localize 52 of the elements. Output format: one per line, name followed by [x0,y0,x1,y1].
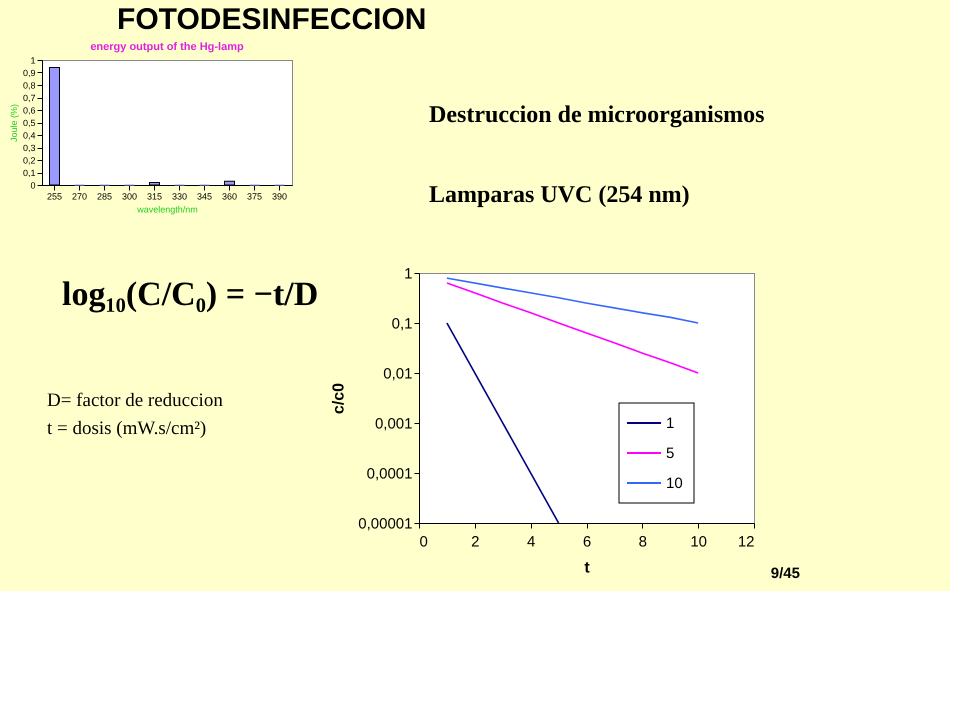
y-tick-label: 0 [30,180,36,190]
y-tick-label: 0,1 [392,316,412,332]
x-tick-label: 10 [690,534,708,550]
y-axis-title: Joule (%) [8,104,19,142]
chart-title: energy output of the Hg-lamp [90,41,244,53]
y-tick-label: 0,0001 [366,466,412,482]
text: D= factor de reduccion [47,390,224,411]
y-tick-label: 0,9 [22,68,36,78]
text: 9/45 [770,565,800,582]
x-tick-label: 360 [222,192,238,202]
x-tick-label: 270 [72,192,88,202]
x-tick-label: 300 [122,192,138,202]
y-tick-label: 0,6 [22,106,36,116]
x-tick-label: 375 [246,192,262,202]
x-axis-title: wavelength/nm [136,204,198,214]
x-tick-label: 8 [638,534,648,550]
y-tick-label: 0,7 [22,93,36,103]
x-tick-label: 390 [272,192,288,202]
y-tick-label: 0,2 [22,156,36,166]
y-tick-label: 0,8 [22,80,36,90]
x-tick-label: 6 [582,534,592,550]
x-tick-label: 315 [146,192,162,202]
text: t = dosis (mW.s/cm²) [47,418,206,439]
text: FOTODESINFECCION [117,3,426,36]
y-tick-label: 1 [404,266,412,282]
x-tick-label: 2 [471,534,480,550]
legend-label: 1 [666,415,674,432]
y-tick-label: 0,1 [22,168,36,178]
x-tick-label: 255 [46,192,62,202]
x-axis-title: t [584,560,590,576]
line-series [446,277,699,324]
y-tick-label: 0,3 [22,143,36,153]
y-tick-label: 1 [30,56,36,66]
text: log₁₀(C/C₀) = −t/D [62,276,318,313]
y-tick-label: 0,5 [22,118,36,128]
text: Lamparas UVC (254 nm) [429,182,690,208]
line-series [446,282,699,374]
legend-label: 5 [666,445,674,462]
x-tick-label: 0 [420,534,428,550]
legend-label: 10 [666,475,683,492]
y-tick-label: 0,01 [383,366,412,382]
x-tick-label: 4 [526,534,536,550]
y-tick-label: 0,001 [374,416,412,432]
y-tick-label: 0,00001 [358,516,412,532]
text: Destruccion de microorganismos [429,102,765,128]
line-series [446,322,560,523]
x-tick-label: 285 [96,192,112,202]
y-axis-title: c/c0 [330,382,348,414]
y-tick-label: 0,4 [22,130,36,140]
x-tick-label: 12 [738,534,754,550]
x-tick-label: 345 [196,192,212,202]
x-tick-label: 330 [172,192,188,202]
